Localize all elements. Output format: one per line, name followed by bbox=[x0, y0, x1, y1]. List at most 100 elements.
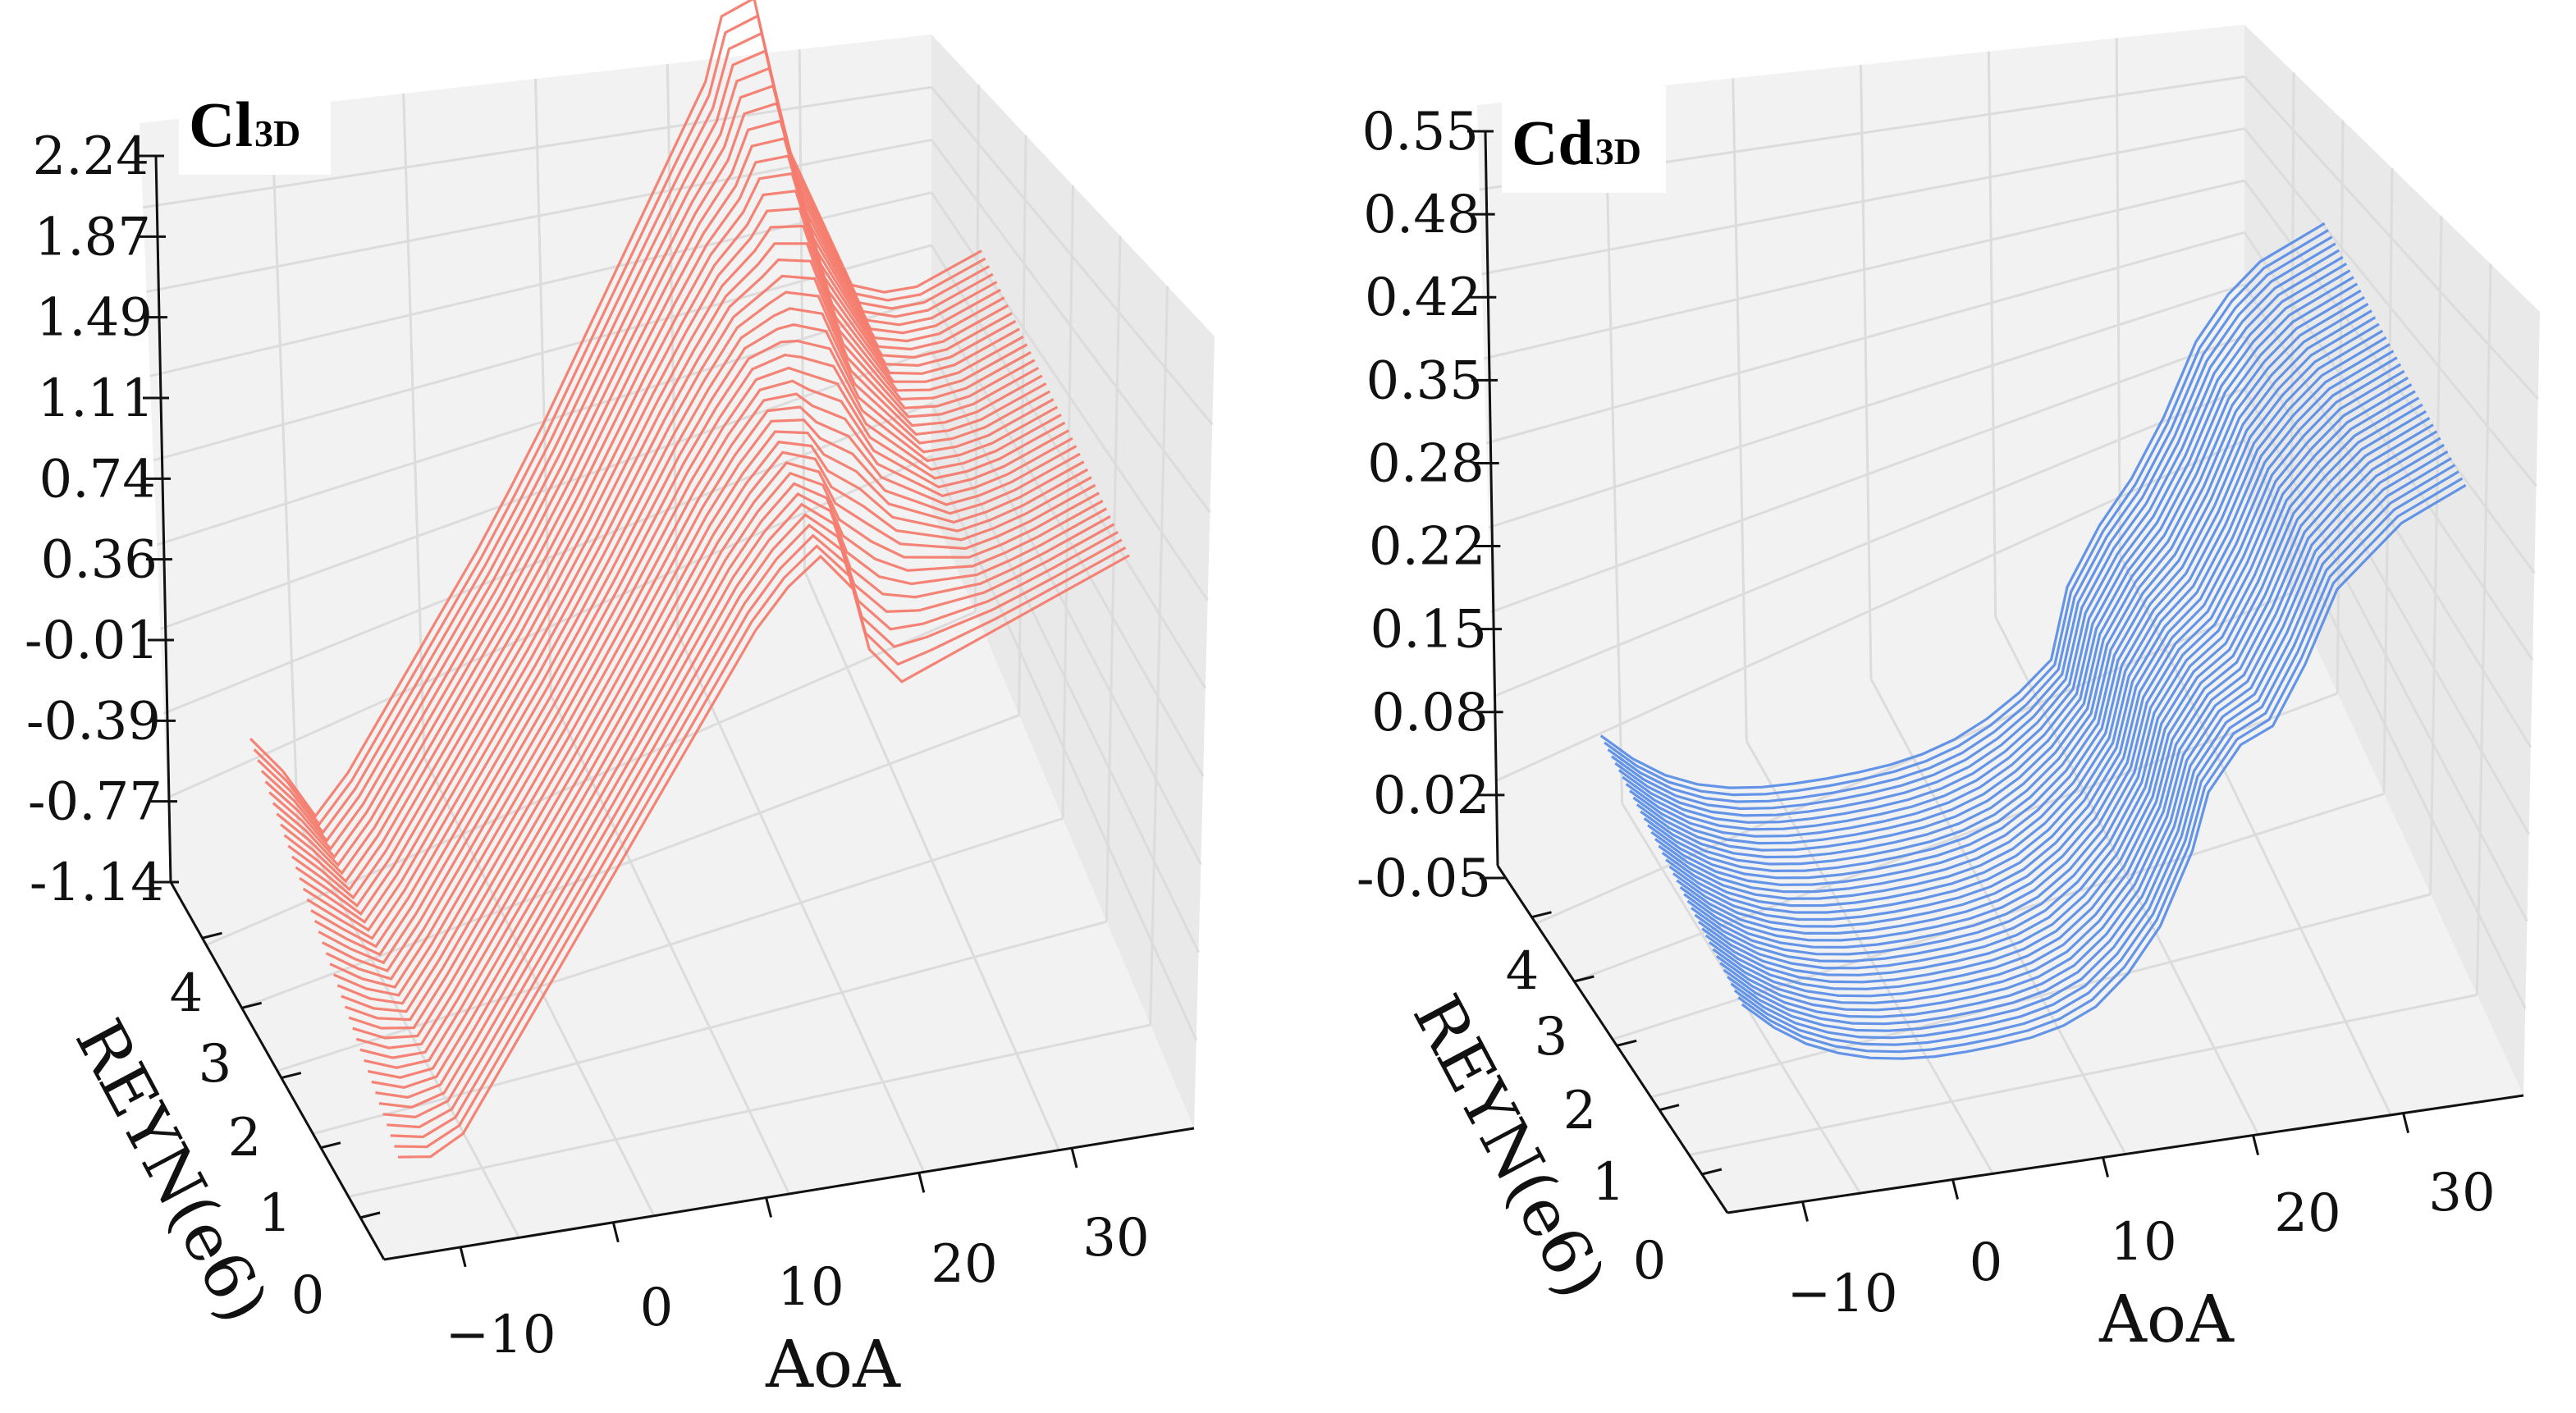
surface-series-line bbox=[1665, 343, 2391, 914]
surface-series-line bbox=[1730, 464, 2456, 1040]
y-tick-mark bbox=[1659, 1104, 1680, 1112]
z-tick-label: 0.36 bbox=[41, 530, 158, 591]
x-axis-label: AoA bbox=[2098, 1281, 2235, 1357]
z-tick-label: 1.11 bbox=[38, 368, 155, 429]
x-tick-mark bbox=[611, 1222, 620, 1243]
y-tick-mark bbox=[202, 931, 222, 940]
gridline bbox=[2429, 216, 2443, 895]
surface-series-line bbox=[364, 461, 1096, 1069]
gridline bbox=[1061, 185, 1074, 819]
surface-series-line bbox=[283, 154, 1017, 892]
surface-series-line bbox=[249, 0, 982, 819]
x-tick-label: 10 bbox=[777, 1257, 844, 1318]
y-tick-label: 0 bbox=[291, 1265, 325, 1326]
y-tick-mark bbox=[1616, 1039, 1637, 1047]
gridline bbox=[1860, 64, 1873, 679]
y-tick-label: 0 bbox=[1633, 1231, 1667, 1292]
z-tick-label: 0.02 bbox=[1373, 766, 1490, 826]
z-tick-label: 1.49 bbox=[36, 288, 153, 349]
surface-series-line bbox=[268, 84, 1001, 859]
gridline bbox=[2243, 75, 2539, 400]
surface-series-line bbox=[1632, 282, 2359, 852]
gridline bbox=[270, 107, 299, 821]
x-tick-mark bbox=[2402, 1113, 2410, 1133]
surface-series-line bbox=[1676, 363, 2402, 935]
gridline bbox=[1604, 91, 1624, 804]
x-tick-mark bbox=[765, 1197, 773, 1218]
x-tick-label: −10 bbox=[445, 1305, 556, 1365]
z-tick-label: 0.35 bbox=[1366, 350, 1484, 411]
surface-series-line bbox=[1668, 350, 2395, 921]
gridline bbox=[2336, 120, 2345, 694]
surface-series-line bbox=[371, 482, 1104, 1089]
surface-series-line bbox=[1604, 229, 2329, 797]
gridline bbox=[146, 138, 932, 294]
gridline bbox=[930, 297, 1205, 777]
gridline bbox=[930, 86, 1214, 426]
surface-series-line bbox=[1607, 236, 2333, 803]
gridline bbox=[159, 349, 932, 631]
z-tick-label: 0.74 bbox=[39, 449, 157, 510]
gridline bbox=[534, 78, 552, 696]
z-tick-label: -1.14 bbox=[30, 853, 164, 913]
x-tick-label: 30 bbox=[2428, 1163, 2495, 1223]
y-tick-mark bbox=[1531, 911, 1552, 919]
x-tick-label: 10 bbox=[2110, 1212, 2176, 1273]
surface-series-line bbox=[1617, 255, 2344, 824]
gridline bbox=[2243, 127, 2537, 487]
z-axis-line bbox=[1484, 130, 1499, 867]
x-tick-mark bbox=[1070, 1147, 1078, 1168]
surface-series-line bbox=[1654, 322, 2380, 894]
surface-series-line bbox=[387, 523, 1119, 1129]
surface-series-line bbox=[390, 533, 1123, 1139]
surface-series-line bbox=[1647, 309, 2372, 880]
surface-wireframe bbox=[249, 0, 1130, 1159]
z-tick-label: -0.05 bbox=[1357, 848, 1491, 909]
y-tick-label: 4 bbox=[1506, 941, 1540, 1002]
gridline bbox=[2243, 387, 2528, 922]
gridline bbox=[2115, 38, 2121, 555]
surface-series-line bbox=[325, 339, 1059, 981]
surface-series-line bbox=[375, 492, 1108, 1099]
x-tick-mark bbox=[1801, 1201, 1809, 1222]
x-axis-line bbox=[1727, 1094, 2524, 1214]
grid bbox=[1479, 38, 2539, 1194]
x-tick-mark bbox=[459, 1246, 467, 1268]
surface-series-line bbox=[352, 430, 1085, 1040]
surface-series-line bbox=[1672, 356, 2398, 928]
gridline bbox=[2382, 167, 2394, 794]
x-axis-line bbox=[383, 1127, 1195, 1261]
y-axis-line bbox=[169, 881, 386, 1260]
title-box bbox=[179, 68, 331, 175]
z-tick-label: 0.28 bbox=[1367, 433, 1485, 494]
surface-series-line bbox=[1650, 316, 2377, 886]
surface-series-line bbox=[355, 440, 1089, 1049]
surface-series-line bbox=[306, 258, 1040, 940]
gridline bbox=[1987, 51, 1997, 617]
y-tick-label: 4 bbox=[170, 963, 204, 1024]
y-axis-line bbox=[1496, 865, 1729, 1214]
surface-series-line bbox=[1686, 383, 2413, 956]
gridline bbox=[1149, 286, 1169, 1026]
gridline bbox=[930, 350, 1202, 866]
surface-series-line bbox=[332, 366, 1066, 997]
gridline bbox=[1492, 386, 2245, 698]
gridline bbox=[149, 191, 932, 377]
title-box bbox=[1502, 86, 1666, 193]
surface-series-line bbox=[378, 502, 1111, 1109]
x-tick-label: 30 bbox=[1082, 1208, 1149, 1269]
z-tick-label: 0.15 bbox=[1370, 600, 1488, 661]
surface-series-line bbox=[1640, 295, 2366, 866]
gridline bbox=[2475, 263, 2492, 995]
side-pane bbox=[2244, 25, 2540, 1095]
z-axis-line bbox=[154, 155, 172, 883]
surface-series-line bbox=[313, 290, 1047, 957]
gridline bbox=[162, 402, 932, 715]
z-tick-label: 2.24 bbox=[33, 126, 150, 187]
gridline bbox=[1483, 179, 2245, 360]
gridline bbox=[2243, 180, 2536, 574]
surface-series-line bbox=[394, 544, 1127, 1149]
gridline bbox=[142, 85, 932, 209]
surface-series-line bbox=[1622, 263, 2348, 831]
surface-series-line bbox=[1629, 276, 2354, 845]
